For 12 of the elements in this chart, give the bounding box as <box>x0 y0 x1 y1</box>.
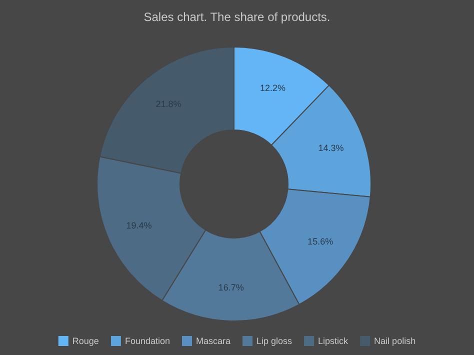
data-label: 19.4% <box>126 220 152 230</box>
chart-title: Sales chart. The share of products. <box>144 10 330 24</box>
legend-label: Mascara <box>196 336 231 346</box>
legend-label: Nail polish <box>374 336 416 346</box>
legend-label: Lip gloss <box>256 336 293 346</box>
data-label: 12.2% <box>260 83 286 94</box>
data-label: 16.7% <box>218 282 244 293</box>
legend-label: Rouge <box>72 336 99 346</box>
legend-label: Lipstick <box>318 336 349 346</box>
data-label: 15.6% <box>308 236 334 246</box>
data-label: 14.3% <box>318 143 344 154</box>
legend-label: Foundation <box>124 336 170 346</box>
